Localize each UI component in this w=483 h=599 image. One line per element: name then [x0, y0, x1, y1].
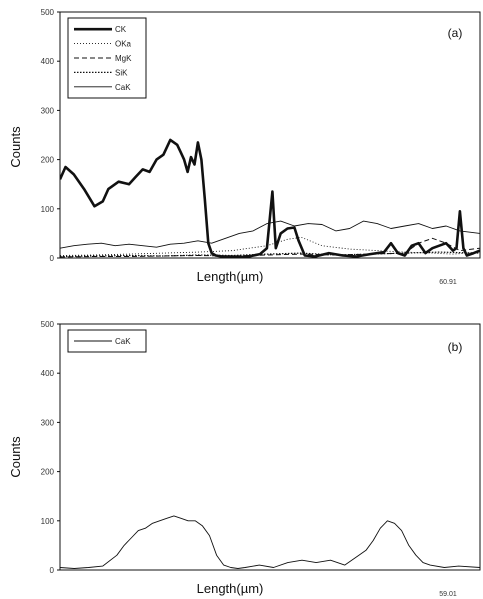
legend-entry-sik: SiK [115, 68, 128, 77]
y-tick-label: 100 [41, 517, 55, 526]
legend-box [67, 17, 147, 99]
y-axis-label: Counts [8, 436, 23, 478]
series-lines [60, 138, 480, 258]
x-axis-label: Length(µm) [197, 581, 264, 596]
y-tick-label: 500 [41, 8, 55, 17]
legend: CaK [67, 329, 147, 353]
panel-label: (a) [448, 26, 463, 40]
panel-b: 0 100 200 300 400 500 Counts Length(µm) 59.01 (b)… [8, 320, 481, 598]
legend-entry-cak: CaK [115, 337, 131, 346]
series-line-cak [60, 220, 480, 249]
series-line-ck [60, 138, 480, 258]
y-tick-label: 0 [50, 254, 55, 263]
panel-label: (b) [448, 340, 463, 354]
legend: CK OKa MgK SiK CaK [67, 17, 147, 99]
x-axis-end-label: 59.01 [439, 591, 457, 598]
y-tick-label: 300 [41, 418, 55, 427]
y-tick-label: 500 [41, 320, 55, 329]
plot-frame [59, 323, 481, 571]
legend-entry-oka: OKa [115, 40, 132, 49]
series-line-sik [60, 251, 480, 258]
legend-entry-cak: CaK [115, 83, 131, 92]
y-tick-label: 200 [41, 468, 55, 477]
y-tick-label: 200 [41, 156, 55, 165]
y-tick-label: 100 [41, 205, 55, 214]
y-tick-label: 300 [41, 106, 55, 115]
plot-frame [59, 11, 481, 259]
series-line-cak [60, 515, 480, 569]
y-tick-label: 400 [41, 57, 55, 66]
panel-a: 0 100 200 300 400 500 Counts Length(µm) 60.91 (a)… [8, 8, 481, 286]
x-axis-label: Length(µm) [197, 269, 264, 284]
x-axis-end-label: 60.91 [439, 279, 457, 286]
y-axis-label: Counts [8, 126, 23, 168]
series-lines [60, 515, 480, 569]
legend-entry-ck: CK [115, 25, 127, 34]
y-tick-label: 400 [41, 369, 55, 378]
y-tick-label: 0 [50, 566, 55, 575]
legend-entry-mgk: MgK [115, 54, 132, 63]
